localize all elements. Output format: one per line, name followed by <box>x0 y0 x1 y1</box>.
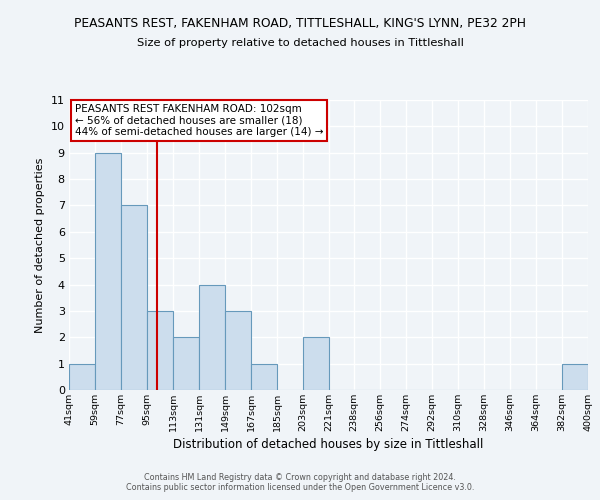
X-axis label: Distribution of detached houses by size in Tittleshall: Distribution of detached houses by size … <box>173 438 484 451</box>
Bar <box>121 206 147 390</box>
Text: PEASANTS REST FAKENHAM ROAD: 102sqm
← 56% of detached houses are smaller (18)
44: PEASANTS REST FAKENHAM ROAD: 102sqm ← 56… <box>75 104 323 137</box>
Bar <box>95 152 121 390</box>
Bar <box>251 364 277 390</box>
Y-axis label: Number of detached properties: Number of detached properties <box>35 158 45 332</box>
Bar <box>199 284 225 390</box>
Bar <box>562 364 588 390</box>
Bar <box>225 311 251 390</box>
Bar <box>303 338 329 390</box>
Text: PEASANTS REST, FAKENHAM ROAD, TITTLESHALL, KING'S LYNN, PE32 2PH: PEASANTS REST, FAKENHAM ROAD, TITTLESHAL… <box>74 18 526 30</box>
Bar <box>69 364 95 390</box>
Text: Size of property relative to detached houses in Tittleshall: Size of property relative to detached ho… <box>137 38 463 48</box>
Text: Contains HM Land Registry data © Crown copyright and database right 2024.: Contains HM Land Registry data © Crown c… <box>144 472 456 482</box>
Bar <box>173 338 199 390</box>
Text: Contains public sector information licensed under the Open Government Licence v3: Contains public sector information licen… <box>126 484 474 492</box>
Bar <box>147 311 173 390</box>
